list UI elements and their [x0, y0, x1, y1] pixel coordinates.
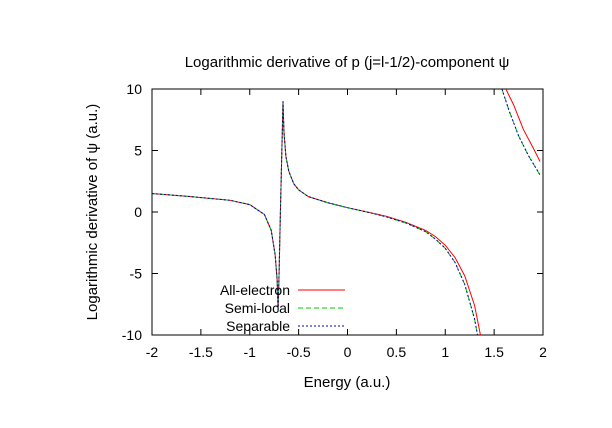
x-axis-ticks: -2 -1.5 -1 -0.5 0 0.5 1 1.5 2 [146, 89, 547, 360]
x-tick-label: -2 [146, 344, 159, 360]
y-tick-label: -10 [122, 327, 142, 343]
series-line-all-electron [282, 101, 481, 335]
y-axis-label: Logarithmic derivative of ψ (a.u.) [84, 104, 101, 321]
chart-title: Logarithmic derivative of p (j=l-1/2)-co… [185, 54, 510, 71]
x-tick-label: 0.5 [387, 344, 407, 360]
legend: All-electron Semi-local Separable [220, 282, 345, 334]
series-line-all-electron [505, 89, 541, 162]
x-tick-label: 1 [441, 344, 449, 360]
series-line-separable [501, 89, 541, 176]
x-axis-label: Energy (a.u.) [304, 374, 391, 391]
legend-label: Semi-local [225, 300, 290, 316]
series-line-semi-local [501, 89, 541, 176]
y-tick-label: 5 [134, 143, 142, 159]
x-tick-label: -0.5 [287, 344, 311, 360]
y-tick-label: -5 [130, 266, 143, 282]
x-tick-label: -1 [244, 344, 257, 360]
series-line-separable [277, 101, 284, 311]
y-tick-label: 10 [126, 81, 142, 97]
series-line-separable [152, 193, 279, 311]
y-tick-label: 0 [134, 204, 142, 220]
legend-label: Separable [226, 318, 290, 334]
series-line-separable [282, 101, 479, 335]
x-tick-label: -1.5 [189, 344, 213, 360]
x-tick-label: 0 [344, 344, 352, 360]
plot-frame [151, 88, 544, 336]
legend-label: All-electron [220, 282, 290, 298]
series-line-semi-local [282, 101, 479, 335]
x-tick-label: 1.5 [484, 344, 504, 360]
y-axis-ticks: 10 5 0 -5 -10 [122, 81, 543, 343]
x-tick-label: 2 [539, 344, 547, 360]
series-layer [152, 89, 541, 335]
